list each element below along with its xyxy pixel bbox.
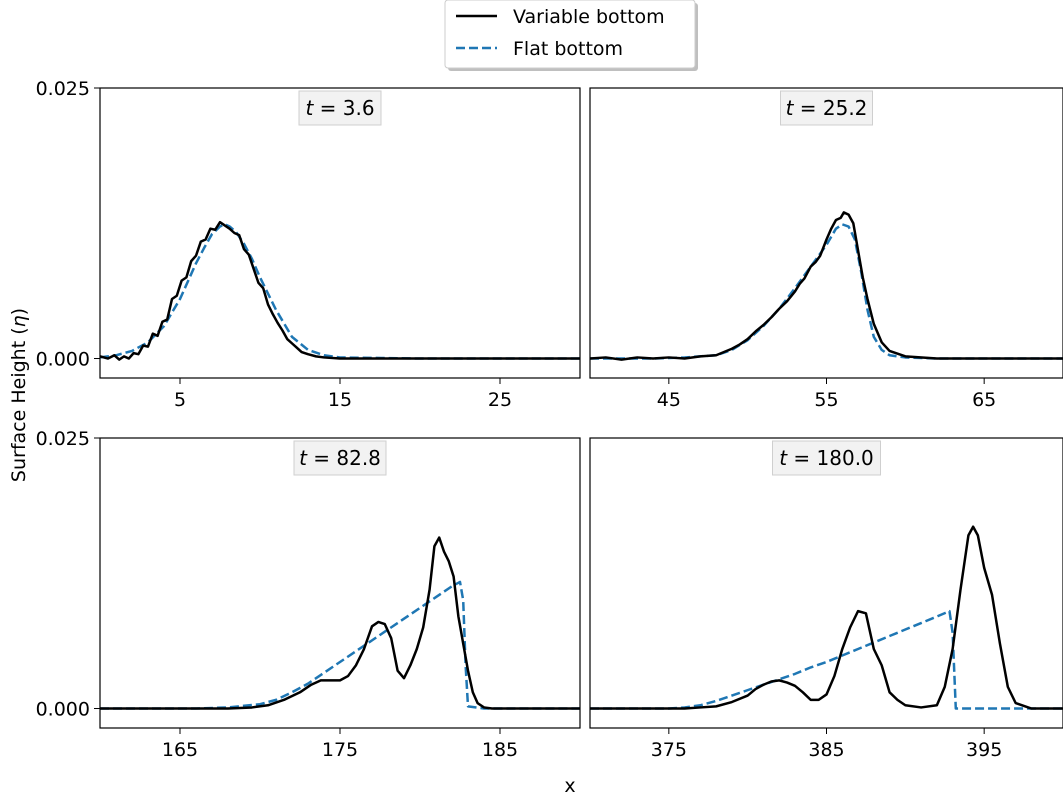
panel-3: 165 175 185 0.000 0.025 t = 82.8: [36, 428, 581, 761]
series-line-variable-bottom: [590, 525, 1063, 710]
x-tick-label: 375: [651, 739, 687, 761]
series-line-flat-bottom: [590, 223, 1063, 360]
plot-area: [100, 220, 580, 361]
legend-label-variable-bottom: Variable bottom: [513, 6, 665, 28]
y-axis-label-prefix: Surface Height (: [8, 327, 30, 482]
x-tick-label: 385: [808, 739, 844, 761]
panel-label-var: t: [299, 446, 308, 470]
x-tick-label: 5: [174, 389, 186, 411]
plot-area: [100, 536, 580, 710]
series-line-flat-bottom: [100, 223, 580, 360]
x-tick-label: 175: [322, 739, 358, 761]
y-tick-label: 0.025: [36, 428, 90, 450]
series-line-flat-bottom: [100, 580, 580, 710]
plot-area: [590, 211, 1063, 361]
panel-label-var: t: [305, 96, 314, 120]
series-line-variable-bottom: [100, 220, 580, 361]
y-axis-label: Surface Height (η): [8, 308, 30, 482]
panel-label: t = 3.6: [305, 96, 374, 120]
series-line-variable-bottom: [100, 536, 580, 710]
panel-label-box: [298, 90, 382, 126]
panel-1: 5 15 25 0.000 0.025 t = 3.6: [36, 78, 581, 411]
x-tick-label: 55: [814, 389, 838, 411]
legend-label-flat-bottom: Flat bottom: [513, 38, 623, 60]
panel-label-value: = 82.8: [307, 446, 381, 470]
panel-label-value: = 25.2: [793, 96, 867, 120]
panel-label: t = 180.0: [779, 446, 874, 470]
panel-label: t = 82.8: [299, 446, 381, 470]
y-axis-label-symbol: η: [8, 315, 30, 327]
panel-frame: [589, 87, 1063, 379]
y-tick-label: 0.000: [36, 699, 90, 721]
series-line-variable-bottom: [590, 211, 1063, 361]
panel-label-box: [772, 440, 881, 476]
panel-frame: [589, 437, 1063, 729]
panel-label-value: = 180.0: [787, 446, 874, 470]
panel-label-box: [780, 90, 873, 126]
panel-label-var: t: [786, 96, 795, 120]
x-tick-label: 15: [328, 389, 352, 411]
panel-label-box: [293, 440, 387, 476]
panel-2: 45 55 65 t = 25.2: [589, 87, 1063, 411]
legend-frame: [444, 0, 696, 69]
panel-frame: [99, 437, 581, 729]
panel-4: 375 385 395 t = 180.0: [589, 437, 1063, 761]
y-tick-label: 0.000: [36, 349, 90, 371]
x-axis-label: x: [564, 775, 575, 797]
y-tick-label: 0.025: [36, 78, 90, 100]
x-tick-label: 65: [972, 389, 996, 411]
y-axis-label-suffix: ): [8, 308, 30, 315]
x-tick-label: 165: [162, 739, 198, 761]
x-tick-label: 185: [482, 739, 518, 761]
panel-label-var: t: [779, 446, 788, 470]
panel-label: t = 25.2: [786, 96, 868, 120]
plot-area: [590, 525, 1063, 710]
panel-label-value: = 3.6: [313, 96, 374, 120]
series-line-flat-bottom: [590, 609, 1063, 710]
legend: Variable bottom Flat bottom: [444, 0, 698, 71]
x-tick-label: 395: [966, 739, 1002, 761]
x-tick-label: 45: [657, 389, 681, 411]
x-tick-label: 25: [488, 389, 512, 411]
panel-frame: [99, 87, 581, 379]
